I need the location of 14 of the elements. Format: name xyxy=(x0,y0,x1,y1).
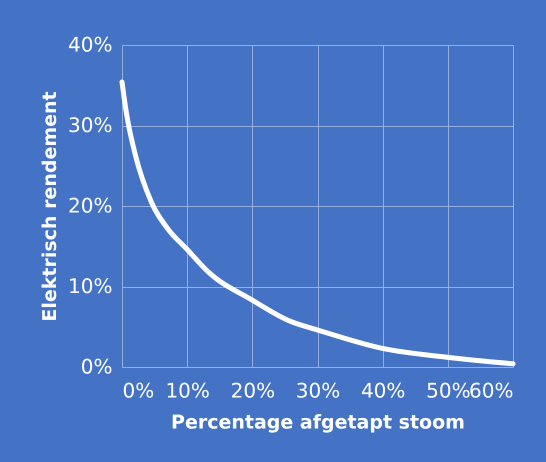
x-tick-label: 40% xyxy=(360,378,406,402)
x-tick-label: 60% xyxy=(469,378,514,402)
y-axis-title: Elektrisch rendement xyxy=(39,91,62,322)
y-tick-label: 10% xyxy=(68,274,112,298)
x-tick-label: 20% xyxy=(230,378,276,402)
y-tick-label: 20% xyxy=(68,194,112,218)
x-tick-label: 0% xyxy=(122,378,154,402)
x-tick-label: 10% xyxy=(165,378,210,402)
y-tick-label: 30% xyxy=(68,113,112,137)
x-tick-label: 30% xyxy=(296,378,340,402)
y-tick-label: 40% xyxy=(68,32,112,56)
y-tick-label: 0% xyxy=(80,354,112,378)
x-tick-label: 50% xyxy=(426,378,471,402)
x-axis-title: Percentage afgetapt stoom xyxy=(171,412,465,434)
